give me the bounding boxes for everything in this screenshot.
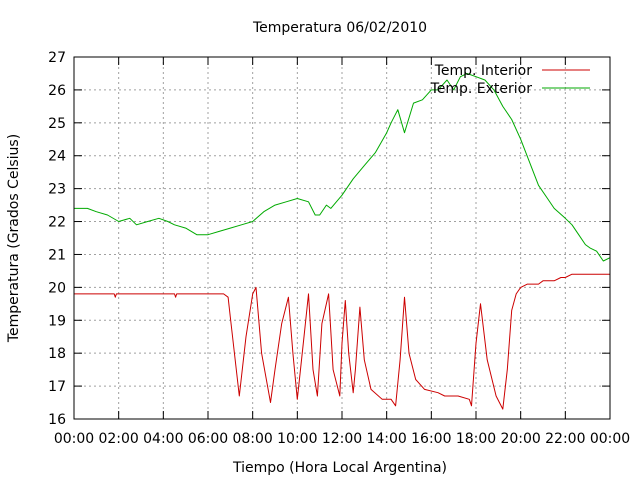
y-tick-label: 25	[48, 116, 66, 132]
x-tick-label: 16:00	[411, 431, 451, 447]
series-line-exterior	[74, 73, 611, 262]
x-tick-label: 20:00	[500, 431, 540, 447]
y-tick-label: 18	[48, 346, 66, 362]
y-tick-label: 27	[48, 50, 66, 66]
y-axis-label: Temperatura (Grados Celsius)	[6, 134, 22, 343]
x-tick-label: 14:00	[366, 431, 406, 447]
x-tick-label: 10:00	[277, 431, 317, 447]
x-tick-label: 00:00	[54, 431, 94, 447]
y-tick-labels: 16 17 18 19 20 21 22 23 24 25 26 27	[48, 50, 66, 428]
series-lines	[74, 73, 611, 410]
chart-title: Temperatura 06/02/2010	[252, 20, 427, 36]
x-tick-label: 22:00	[545, 431, 585, 447]
x-tick-label: 04:00	[143, 431, 183, 447]
y-tick-label: 16	[48, 412, 66, 428]
legend: Temp. Interior Temp. Exterior	[430, 63, 590, 97]
y-tick-label: 19	[48, 313, 66, 329]
x-tick-label: 12:00	[322, 431, 362, 447]
grid-lines	[74, 57, 610, 419]
y-tick-label: 22	[48, 215, 66, 231]
x-tick-labels: 00:00 02:00 04:00 06:00 08:00 10:00 12:00 14:00…	[54, 431, 630, 447]
x-tick-label: 00:00	[590, 431, 630, 447]
legend-label: Temp. Interior	[434, 63, 533, 79]
legend-label: Temp. Exterior	[430, 81, 533, 97]
x-axis-label: Tiempo (Hora Local Argentina)	[232, 460, 447, 476]
x-tick-label: 02:00	[98, 431, 138, 447]
x-tick-label: 18:00	[456, 431, 496, 447]
x-tick-label: 06:00	[188, 431, 228, 447]
y-tick-label: 24	[48, 149, 66, 165]
y-tick-label: 26	[48, 83, 66, 99]
series-line-interior	[74, 273, 610, 410]
y-tick-label: 23	[48, 182, 66, 198]
y-tick-label: 17	[48, 379, 66, 395]
plot-frame	[73, 56, 611, 420]
y-tick-label: 21	[48, 247, 66, 263]
x-tick-label: 08:00	[232, 431, 272, 447]
y-tick-label: 20	[48, 280, 66, 296]
